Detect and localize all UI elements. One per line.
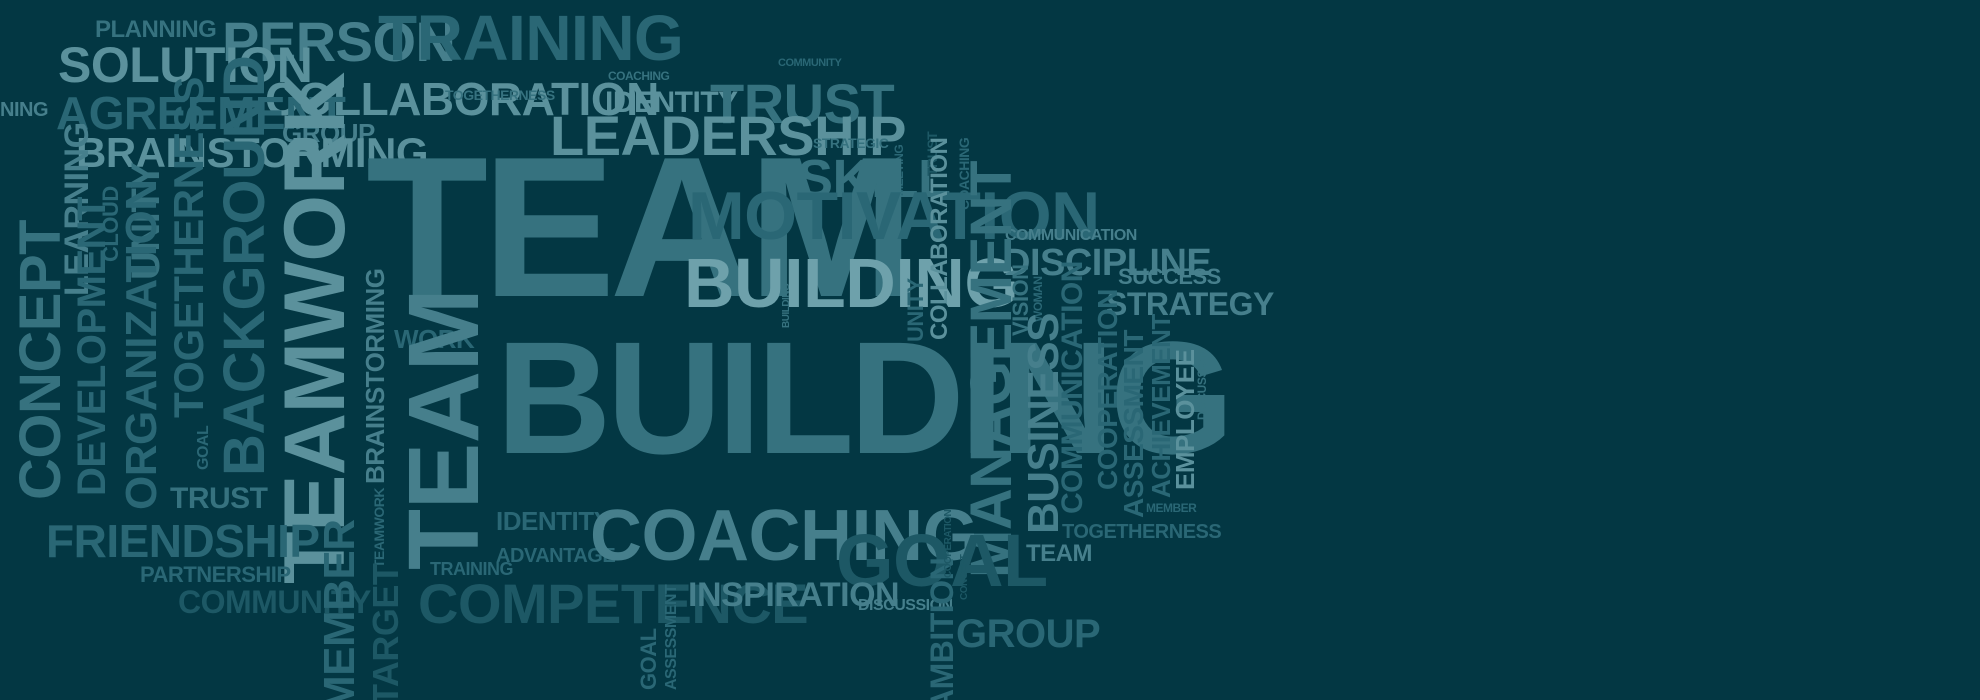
word-partnership: PARTNERSHIP [140,562,291,587]
word-background: BACKGROUND [212,55,277,476]
word-collaboration-h: COLLABORATION [265,73,659,125]
word-strategic: STRATEGIC [813,135,889,151]
word-training-top: TRAINING [378,2,684,74]
word-organization: ORGANIZATION [117,179,166,511]
word-togetherness-small: TOGETHERNESS [445,87,555,103]
word-identity-top: IDENTITY [605,86,738,119]
word-planning: PLANNING [95,16,217,43]
word-motivation: MOTIVATION [688,178,1100,254]
word-concept: CONCEPT [8,219,73,500]
word-communication-top: COMMUNICATION [1005,227,1137,244]
word-member-v: MEMBER [315,519,364,700]
word-skill: SKILL [797,149,951,209]
word-building-mid: BUILDING [684,244,1019,322]
word-cloud: PLANNING PERSON TRAINING COACHING COMMUN… [0,2,1274,700]
word-competence: COMPETENCE [418,572,809,635]
word-assessment-small-v: ASSESSMENT [663,584,680,690]
word-brainstorming-h: BRAINSTORMING [76,129,429,176]
word-discussion: DISCUSSION [858,597,953,614]
word-goal-big: GOAL [836,519,1048,602]
word-teamwork-small-v: TEAMWORK [371,488,387,568]
word-brainstorming-v: BRAINSTORMING [360,268,390,484]
word-person: PERSON [222,10,456,73]
word-trust-top: TRUST [710,72,895,135]
word-togetherness-v: TOGETHERNESS [165,77,212,418]
word-solution: SOLUTION [58,37,313,93]
word-discussion-v: DISCUSSION [1195,350,1209,420]
word-discipline: DISCIPLINE [1003,242,1212,284]
word-teamwork-big: TEAMWORK [267,72,363,584]
word-agreement: AGREEMENT [56,87,346,139]
word-building-big: BUILDING [496,308,1234,487]
word-identity: IDENTITY [496,506,611,536]
word-coaching-small: COACHING [608,69,670,83]
word-cooperation-small-v: COOPERATION [943,509,954,578]
word-inspiration: INSPIRATION [688,576,900,614]
word-group-small: GROUP [282,118,375,148]
word-trust-mid: TRUST [170,482,268,515]
word-togetherness-mid: TOGETHERNESS [1062,521,1222,543]
word-team-small: TEAM [1026,540,1093,567]
word-concept-small-v: CONCEPT [959,554,970,600]
word-goal-v: GOAL [636,628,661,690]
word-community-small: COMMUNITY [778,57,842,69]
word-goal-small-v: GOAL [195,425,212,470]
word-work: WORK [394,324,475,354]
word-member-small: MEMBER [1146,501,1197,515]
word-coaching-big: COACHING [590,496,979,576]
word-ning: NING [0,99,49,121]
word-team-big: TEAM [366,116,915,339]
word-friendship: FRIENDSHIP [46,515,320,567]
word-ambition-v: AMBITION [924,557,960,700]
word-advantage: ADVANTAGE [496,545,616,567]
word-success: SUCCESS [1118,264,1221,289]
word-community: COMMUNITY [178,584,371,620]
word-assessment-v: ASSESSMENT [1118,330,1149,518]
word-group: GROUP [956,612,1101,656]
word-training-small: TRAINING [430,559,514,579]
word-communication-v: COMMUNICATION [1056,261,1089,514]
word-strategy: STRATEGY [1106,286,1274,322]
word-target-v: TARGET [365,563,406,700]
word-leadership: LEADERSHIP [550,104,906,167]
word-team-v: TEAM [388,288,500,570]
